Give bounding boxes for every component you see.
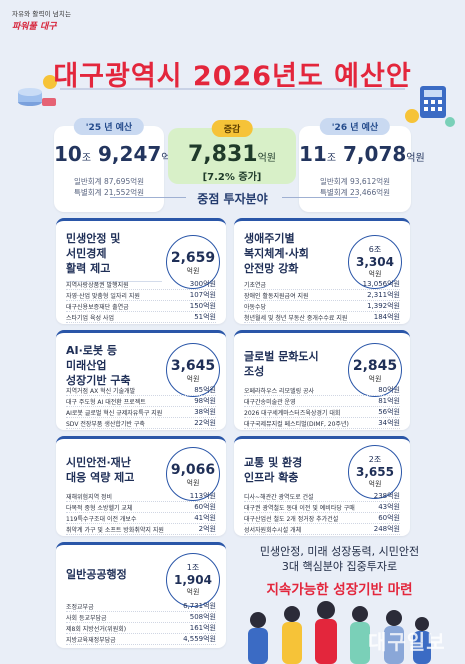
category-card-future-industry: AI·로봇 등 미래산업 성장기반 구축 3,645 억원 지역거점 AX 혁신… <box>56 330 226 430</box>
category-items: 조정교부금 6,731억원 사회 등교부담금 508억원 제8회 지방선거(위원회)… <box>66 601 216 645</box>
list-item: 2026 대구세계마스터즈육상경기 대회 56억원 <box>244 408 400 418</box>
category-card-welfare: 생애주기별 복지체계·사회 안전망 강화 6조 3,304 억원 기초연금 13,… <box>234 218 410 324</box>
category-amount-badge: 9,066 억원 <box>166 447 220 501</box>
list-item: 디사~해관간 광역도로 건설 238억원 <box>244 492 400 502</box>
list-item: AI로봇 글로벌 혁신 규제자유특구 지원 38억원 <box>66 408 216 418</box>
conclusion: 민생안정, 미래 성장동력, 시민안전 3대 핵심분야 집중투자로 지속가능한 … <box>232 544 447 598</box>
brand-tagline: 자유와 활력이 넘치는 <box>12 10 72 18</box>
category-card-culture: 글로벌 문화도시 조성 2,845 억원 오페라하우스 리모델링 공사 80억원 … <box>234 330 410 430</box>
category-amount-badge: 2조 3,655 억원 <box>348 445 402 499</box>
list-item: 재해위험지역 정비 113억원 <box>66 492 216 502</box>
list-item: 취약계 가구 및 소프트 방화취약지 지원 2억원 <box>66 525 216 535</box>
list-item: 오페라하우스 리모델링 공사 80억원 <box>244 386 400 396</box>
category-title: 민생안정 및 서민경제 활력 제고 <box>66 232 121 275</box>
budget-2026-total: 11조 7,078억원 <box>299 142 425 166</box>
category-items: 재해위험지역 정비 113억원 다목적 중형 소방헬기 교체 60억원 119특수구… <box>66 491 216 535</box>
category-title: 교통 및 환경 인프라 확충 <box>244 456 303 484</box>
category-title: 생애주기별 복지체계·사회 안전망 강화 <box>244 232 309 275</box>
conclusion-line-2: 3대 핵심분야 집중투자로 <box>281 560 398 573</box>
category-title: AI·로봇 등 미래산업 성장기반 구축 <box>66 344 131 387</box>
list-item: 대구간송미술관 운영 81억원 <box>244 397 400 407</box>
brand-name: 파워풀 대구 <box>12 22 57 32</box>
section-line-right <box>282 197 358 198</box>
list-item: 대구산업선 철도 2개 정거장 추가건설 60억원 <box>244 514 400 524</box>
category-items: 오페라하우스 리모델링 공사 80억원 대구간송미술관 운영 81억원 2026 대… <box>244 385 400 429</box>
list-item: 대구국제뮤지컬 페스티벌(DIMF, 20주년) 34억원 <box>244 419 400 429</box>
category-amount-badge: 2,659 억원 <box>166 235 220 289</box>
budget-2026-breakdown: 일반회계 93,612억원 특별회계 23,466억원 <box>299 176 411 198</box>
list-item: 장애인 활동지원급여 지원 2,311억원 <box>244 291 400 301</box>
conclusion-headline: 지속가능한 성장기반 마련 <box>266 582 413 598</box>
brand-logo: 자유와 활력이 넘치는 파워풀 대구 <box>12 8 71 32</box>
budget-2025-badge: '25 년 예산 <box>73 118 145 135</box>
budget-change-total: 7,831억원 <box>188 142 276 167</box>
budget-2025-general: 일반회계 87,695억원 <box>73 177 145 186</box>
category-divider <box>66 281 162 282</box>
category-card-transport: 교통 및 환경 인프라 확충 2조 3,655 억원 디사~해관간 광역도로 건… <box>234 436 410 536</box>
list-item: 대구권 광역철도 동대 이전 및 예비타당 구매 43억원 <box>244 503 400 513</box>
coin-stack-illustration <box>18 75 57 106</box>
budget-change-card: 증감 7,831억원 [7.2% 증가] <box>168 120 296 184</box>
category-title: 일반공공행정 <box>66 568 127 581</box>
section-title: 중점 투자분야 <box>197 192 268 206</box>
list-item: 대구신용보증재단 출연금 150억원 <box>66 302 216 312</box>
category-amount-badge: 1조 1,904 억원 <box>166 553 220 607</box>
list-item: 자영·산업 맞춤형 일자리 지원 107억원 <box>66 291 216 301</box>
list-item: 청년월세 및 청년 부동산 중개수수료 지원 184억원 <box>244 313 400 323</box>
watermark: 대구일보 <box>368 630 446 654</box>
budget-2025-total: 10조 9,247억원 <box>54 142 180 166</box>
category-items: 기초연금 13,056억원 장애인 활동지원급여 지원 2,311억원 아동수당 1,… <box>244 279 400 323</box>
list-item: 스타기업 육성 사업 51억원 <box>66 313 216 323</box>
category-items: 지역거점 AX 혁신 기술개발 85억원 대구 주도형 AI 대전환 프로젝트 98… <box>66 385 216 429</box>
list-item: 성서자원회수시설 개체 248억원 <box>244 525 400 535</box>
list-item: 대구 주도형 AI 대전환 프로젝트 98억원 <box>66 397 216 407</box>
list-item: 기초연금 13,056억원 <box>244 280 400 290</box>
list-item: 사회 등교부담금 508억원 <box>66 613 216 623</box>
list-item: 다목적 중형 소방헬기 교체 60억원 <box>66 503 216 513</box>
category-card-safety: 시민안전·재난 대응 역량 제고 9,066 억원 재해위험지역 정비 113억원… <box>56 436 226 536</box>
list-item: 조정교부금 6,731억원 <box>66 602 216 612</box>
list-item: 지방교육재정부담금 4,559억원 <box>66 635 216 645</box>
list-item: SDV 전장부품 생산합기반 구축 22억원 <box>66 419 216 429</box>
budget-2025-breakdown: 일반회계 87,695억원 특별회계 21,552억원 <box>54 176 164 198</box>
category-amount-badge: 3,645 억원 <box>166 343 220 397</box>
category-card-administration: 일반공공행정 1조 1,904 억원 조정교부금 6,731억원 사회 등교부담금… <box>56 542 226 648</box>
citizens-illustration <box>248 601 431 664</box>
budget-change-percent: [7.2% 증가] <box>202 172 262 183</box>
conclusion-line-1: 민생안정, 미래 성장동력, 시민안전 <box>259 545 420 558</box>
budget-change-badge: 증감 <box>211 120 253 137</box>
category-card-livelihood: 민생안정 및 서민경제 활력 제고 2,659 억원 지역사랑상품권 발행지원 3… <box>56 218 226 324</box>
category-title: 시민안전·재난 대응 역량 제고 <box>66 456 135 484</box>
list-item: 지역사랑상품권 발행지원 300억원 <box>66 280 216 290</box>
category-amount-badge: 6조 3,304 억원 <box>348 235 402 289</box>
budget-2026-general: 일반회계 93,612억원 <box>319 177 391 186</box>
budget-2026-special: 특별회계 23,466억원 <box>319 188 391 197</box>
category-title: 글로벌 문화도시 조성 <box>244 350 319 378</box>
page-title: 대구광역시 2026년도 예산안 <box>53 61 412 92</box>
calculator-illustration <box>405 86 455 127</box>
category-amount-badge: 2,845 억원 <box>348 343 402 397</box>
title-divider <box>60 88 405 90</box>
section-line-left <box>110 197 186 198</box>
list-item: 지역거점 AX 혁신 기술개발 85억원 <box>66 386 216 396</box>
list-item: 아동수당 1,392억원 <box>244 302 400 312</box>
budget-2025-special: 특별회계 21,552억원 <box>73 188 145 197</box>
category-items: 지역사랑상품권 발행지원 300억원 자영·산업 맞춤형 일자리 지원 107억원 … <box>66 279 216 323</box>
category-items: 디사~해관간 광역도로 건설 238억원 대구권 광역철도 동대 이전 및 예비타… <box>244 491 400 535</box>
list-item: 119특수구조대 이전 개보수 41억원 <box>66 514 216 524</box>
budget-2026-badge: '26 년 예산 <box>319 118 391 135</box>
list-item: 제8회 지방선거(위원회) 161억원 <box>66 624 216 634</box>
